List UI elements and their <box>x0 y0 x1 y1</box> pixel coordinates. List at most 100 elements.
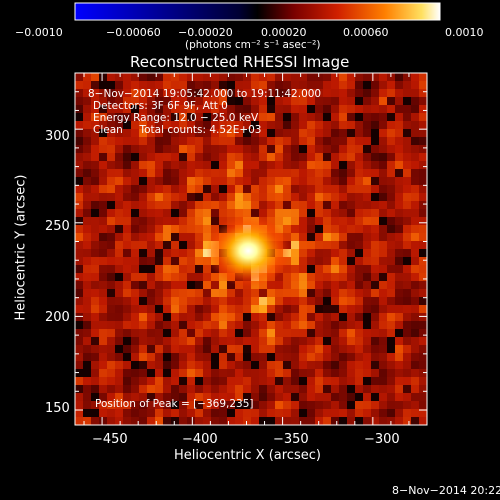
image-pixel <box>307 401 316 410</box>
image-pixel <box>331 313 340 322</box>
x-tick-label-3: −300 <box>364 432 400 447</box>
image-pixel <box>75 281 84 290</box>
image-pixel <box>179 409 188 418</box>
image-pixel <box>171 345 180 354</box>
image-pixel <box>235 121 244 130</box>
image-pixel <box>155 81 164 90</box>
image-pixel <box>315 193 324 202</box>
image-pixel <box>163 345 172 354</box>
image-pixel <box>179 313 188 322</box>
image-pixel <box>419 385 428 394</box>
image-pixel <box>267 401 276 410</box>
image-pixel <box>363 361 372 370</box>
image-pixel <box>363 257 372 266</box>
image-pixel <box>355 129 364 138</box>
image-pixel <box>419 369 428 378</box>
image-pixel <box>91 401 100 410</box>
image-pixel <box>163 353 172 362</box>
image-pixel <box>395 185 404 194</box>
image-pixel <box>275 97 284 106</box>
image-pixel <box>211 305 220 314</box>
image-pixel <box>139 289 148 298</box>
image-pixel <box>251 417 260 426</box>
image-pixel <box>411 193 420 202</box>
image-pixel <box>275 105 284 114</box>
image-pixel <box>307 417 316 426</box>
image-pixel <box>75 97 84 106</box>
image-pixel <box>411 209 420 218</box>
image-pixel <box>75 337 84 346</box>
image-pixel <box>243 145 252 154</box>
image-pixel <box>211 145 220 154</box>
image-pixel <box>99 177 108 186</box>
image-pixel <box>339 137 348 146</box>
image-pixel <box>147 233 156 242</box>
image-pixel <box>371 329 380 338</box>
image-pixel <box>267 337 276 346</box>
image-pixel <box>283 225 292 234</box>
image-pixel <box>131 73 140 82</box>
image-pixel <box>339 113 348 122</box>
image-pixel <box>219 321 228 330</box>
image-pixel <box>211 385 220 394</box>
image-pixel <box>83 161 92 170</box>
image-pixel <box>419 265 428 274</box>
image-pixel <box>315 97 324 106</box>
image-pixel <box>235 313 244 322</box>
image-pixel <box>291 281 300 290</box>
image-pixel <box>323 377 332 386</box>
render-timestamp: 8−Nov−2014 20:22 <box>392 484 500 497</box>
image-pixel <box>283 217 292 226</box>
image-pixel <box>99 89 108 98</box>
image-pixel <box>419 313 428 322</box>
image-pixel <box>363 209 372 218</box>
image-pixel <box>315 145 324 154</box>
image-pixel <box>395 73 404 82</box>
image-pixel <box>299 361 308 370</box>
image-pixel <box>379 249 388 258</box>
image-pixel <box>75 241 84 250</box>
image-pixel <box>99 105 108 114</box>
image-pixel <box>315 409 324 418</box>
image-pixel <box>179 81 188 90</box>
image-pixel <box>355 393 364 402</box>
image-pixel <box>155 153 164 162</box>
image-pixel <box>227 153 236 162</box>
image-pixel <box>235 73 244 82</box>
image-pixel <box>355 377 364 386</box>
image-pixel <box>315 265 324 274</box>
colorbar-tick-3: 0.00020 <box>261 26 307 39</box>
image-pixel <box>107 265 116 274</box>
image-pixel <box>323 201 332 210</box>
image-pixel <box>179 401 188 410</box>
image-pixel <box>147 385 156 394</box>
image-pixel <box>379 97 388 106</box>
image-pixel <box>259 377 268 386</box>
image-pixel <box>131 273 140 282</box>
image-pixel <box>275 121 284 130</box>
image-pixel <box>91 385 100 394</box>
image-pixel <box>139 377 148 386</box>
image-pixel <box>251 393 260 402</box>
image-pixel <box>107 81 116 90</box>
image-pixel <box>75 129 84 138</box>
image-pixel <box>211 153 220 162</box>
image-pixel <box>283 233 292 242</box>
image-pixel <box>339 97 348 106</box>
image-pixel <box>259 193 268 202</box>
image-pixel <box>379 377 388 386</box>
image-pixel <box>155 201 164 210</box>
image-pixel <box>171 369 180 378</box>
image-pixel <box>403 105 412 114</box>
image-pixel <box>227 145 236 154</box>
image-pixel <box>123 401 132 410</box>
image-pixel <box>395 97 404 106</box>
image-pixel <box>283 121 292 130</box>
image-pixel <box>403 337 412 346</box>
image-pixel <box>171 153 180 162</box>
image-pixel <box>347 305 356 314</box>
image-pixel <box>379 305 388 314</box>
image-pixel <box>91 129 100 138</box>
image-pixel <box>307 257 316 266</box>
image-pixel <box>195 97 204 106</box>
